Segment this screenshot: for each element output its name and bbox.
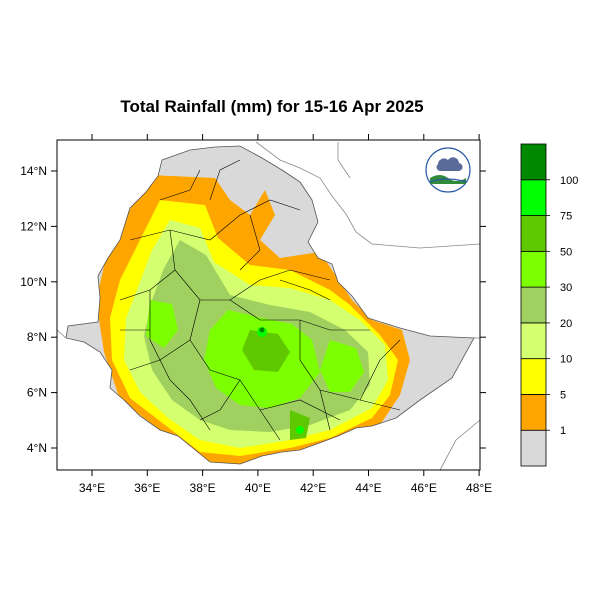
- colorbar-label: 1: [560, 425, 566, 437]
- colorbar-label: 5: [560, 389, 566, 401]
- rain-spot-75-b: [296, 426, 304, 434]
- colorbar-label: 100: [560, 175, 578, 187]
- x-tick-label: 46°E: [411, 481, 437, 495]
- colorbar-box: [520, 358, 547, 395]
- x-tick-label: 36°E: [134, 481, 160, 495]
- ethiopia-outline: [65, 145, 475, 465]
- met-agency-logo: [425, 147, 471, 193]
- map-title: Total Rainfall (mm) for 15-16 Apr 2025: [120, 97, 423, 116]
- colorbar-box: [520, 215, 547, 252]
- colorbar-box: [520, 322, 547, 360]
- colorbar-box: [520, 286, 547, 324]
- colorbar-box: [520, 250, 547, 288]
- y-tick-label: 14°N: [20, 164, 47, 178]
- plot-frame: [56, 139, 481, 471]
- colorbar-box: [520, 143, 547, 181]
- x-tick-label: 40°E: [245, 481, 271, 495]
- colorbar-label: 50: [560, 246, 572, 258]
- colorbar-box: [520, 394, 547, 431]
- x-tick-label: 38°E: [190, 481, 216, 495]
- y-tick-label: 10°N: [20, 275, 47, 289]
- rain-zone-brightgreen-west: [146, 300, 178, 348]
- colorbar-label: 75: [560, 211, 572, 223]
- x-tick-label: 34°E: [79, 481, 105, 495]
- colorbar-label: 20: [560, 318, 572, 330]
- y-tick-label: 12°N: [20, 219, 47, 233]
- rain-zone-brightgreen-east: [320, 340, 364, 392]
- rain-zone-darkgreen-2: [290, 410, 310, 440]
- x-tick-label: 42°E: [300, 481, 326, 495]
- colorbar-box: [520, 179, 547, 216]
- ethiopia-rainfall: [65, 145, 475, 465]
- rain-zone-darkgreen: [242, 330, 290, 372]
- y-axis: 14°N 12°N 10°N 8°N 6°N 4°N: [20, 164, 486, 455]
- logo-cloud-icon: [436, 157, 463, 172]
- colorbar-box: [520, 429, 547, 467]
- colorbar-label: 10: [560, 354, 572, 366]
- colorbar: 1 5 10 20 30 50 75 100: [520, 143, 578, 467]
- x-tick-label: 48°E: [466, 481, 492, 495]
- y-tick-label: 6°N: [27, 386, 47, 400]
- admin-boundaries: [119, 159, 401, 441]
- y-tick-label: 4°N: [27, 441, 47, 455]
- colorbar-label: 30: [560, 282, 572, 294]
- rain-spot-100: [259, 327, 265, 333]
- x-tick-label: 44°E: [355, 481, 381, 495]
- x-axis: 34°E 36°E 38°E 40°E 42°E 44°E 46°E 48°E: [79, 134, 492, 495]
- y-tick-label: 8°N: [27, 330, 47, 344]
